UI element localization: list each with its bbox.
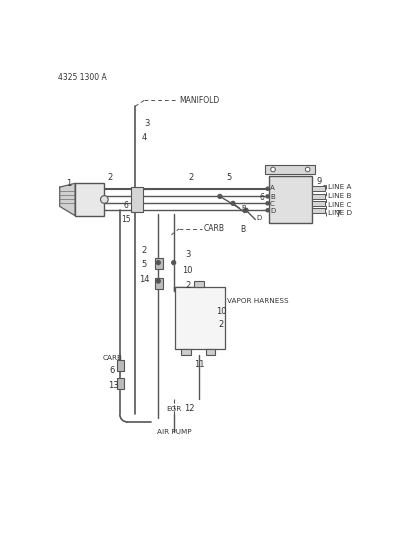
- Bar: [117, 378, 124, 389]
- Text: 1: 1: [67, 179, 71, 188]
- Circle shape: [266, 195, 269, 198]
- Bar: [155, 278, 163, 289]
- Text: 9: 9: [317, 176, 322, 185]
- Text: 2: 2: [185, 281, 190, 290]
- Text: 2: 2: [188, 173, 193, 182]
- Bar: [155, 258, 163, 269]
- Text: CARB: CARB: [204, 224, 225, 233]
- Text: 2: 2: [107, 173, 112, 182]
- Text: 10: 10: [216, 308, 227, 317]
- Text: D: D: [257, 215, 262, 221]
- Text: 3: 3: [144, 119, 149, 128]
- Text: LINE B: LINE B: [328, 193, 352, 199]
- Bar: [182, 349, 191, 355]
- Circle shape: [305, 167, 310, 172]
- Circle shape: [266, 209, 269, 212]
- Text: 4325 1300 A: 4325 1300 A: [58, 74, 107, 82]
- Polygon shape: [60, 183, 75, 216]
- Bar: [206, 349, 215, 355]
- Text: AIR PUMP: AIR PUMP: [157, 429, 191, 435]
- Text: 6: 6: [259, 193, 264, 203]
- Text: 15: 15: [121, 215, 131, 224]
- Text: 2: 2: [142, 246, 147, 255]
- Text: 6: 6: [109, 366, 115, 375]
- Text: 11: 11: [194, 360, 204, 369]
- Text: 5: 5: [226, 173, 232, 182]
- Bar: [312, 187, 325, 191]
- Bar: [265, 165, 315, 174]
- Circle shape: [172, 261, 175, 264]
- Text: B: B: [242, 205, 246, 211]
- Text: 4: 4: [142, 133, 147, 142]
- Text: MANIFOLD: MANIFOLD: [179, 95, 220, 104]
- Bar: [312, 194, 325, 199]
- Text: LINE C: LINE C: [328, 202, 352, 208]
- Text: 14: 14: [139, 275, 150, 284]
- Bar: [175, 287, 225, 349]
- Text: LINE A: LINE A: [328, 184, 352, 190]
- Circle shape: [266, 187, 269, 190]
- Circle shape: [231, 201, 235, 205]
- Circle shape: [266, 202, 269, 205]
- Text: D: D: [270, 208, 275, 214]
- Bar: [75, 183, 104, 216]
- Text: 13: 13: [108, 381, 119, 390]
- Text: C: C: [270, 201, 275, 207]
- Circle shape: [156, 261, 160, 264]
- Text: B: B: [270, 194, 275, 200]
- Bar: [269, 175, 312, 223]
- Text: LINE D: LINE D: [328, 211, 353, 216]
- Text: 12: 12: [184, 405, 194, 414]
- Bar: [195, 281, 204, 287]
- Text: EGR: EGR: [166, 406, 181, 412]
- Circle shape: [271, 167, 275, 172]
- Text: VAPOR HARNESS: VAPOR HARNESS: [227, 298, 288, 304]
- Bar: [117, 360, 124, 371]
- Bar: [131, 187, 143, 212]
- Text: 5: 5: [142, 260, 147, 269]
- Text: 2: 2: [219, 320, 224, 329]
- Circle shape: [100, 196, 108, 203]
- Text: A: A: [270, 185, 275, 191]
- Text: 3: 3: [185, 251, 190, 260]
- Text: 6: 6: [124, 201, 129, 210]
- Text: B: B: [241, 225, 246, 234]
- Circle shape: [244, 208, 248, 212]
- Circle shape: [218, 195, 222, 198]
- Bar: [312, 201, 325, 206]
- Text: 7: 7: [336, 209, 341, 219]
- Text: 10: 10: [182, 266, 193, 275]
- Bar: [312, 208, 325, 213]
- Text: CARB: CARB: [103, 355, 123, 361]
- Circle shape: [156, 279, 160, 283]
